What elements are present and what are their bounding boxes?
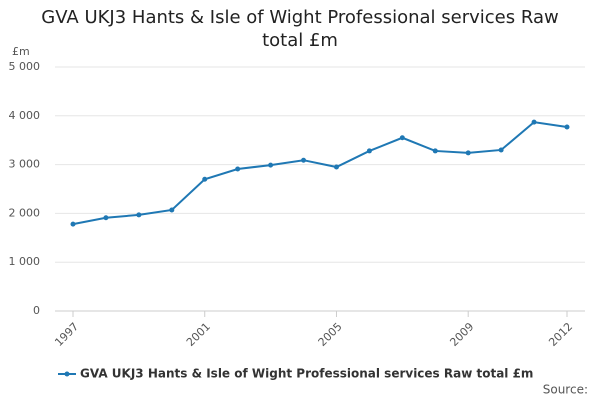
series-line [72, 121, 568, 226]
data-point [136, 212, 142, 218]
data-point [531, 119, 537, 125]
data-point [268, 162, 274, 168]
data-point [564, 124, 570, 130]
data-point [498, 147, 504, 153]
y-tick-label: 2 000 [9, 206, 41, 219]
data-point [103, 215, 109, 221]
y-tick-label: 4 000 [9, 109, 41, 122]
y-axis-unit: £m [12, 45, 30, 58]
y-tick-label: 1 000 [9, 255, 41, 268]
y-tick-label: 3 000 [9, 158, 41, 171]
legend-label: GVA UKJ3 Hants & Isle of Wight Professio… [80, 367, 533, 381]
legend-marker [64, 371, 70, 377]
data-point [235, 166, 241, 172]
x-tick-label: 1997 [52, 320, 81, 349]
x-tick-label: 2005 [316, 320, 345, 349]
data-point [366, 148, 372, 154]
data-point [432, 148, 438, 154]
x-tick-label: 2012 [546, 320, 575, 349]
y-tick-label: 5 000 [9, 60, 41, 73]
chart-title: GVA UKJ3 Hants & Isle of Wight Professio… [41, 7, 559, 51]
x-tick-label: 2001 [184, 320, 213, 349]
source: Source: [543, 383, 588, 397]
x-tick-label: 2009 [447, 320, 476, 349]
y-tick-label: 0 [33, 304, 40, 317]
data-point [301, 157, 307, 163]
data-point [465, 150, 471, 156]
data-point [202, 176, 208, 182]
data-point [70, 221, 76, 227]
data-point [333, 164, 339, 170]
data-point [399, 135, 405, 141]
data-point [169, 207, 175, 213]
